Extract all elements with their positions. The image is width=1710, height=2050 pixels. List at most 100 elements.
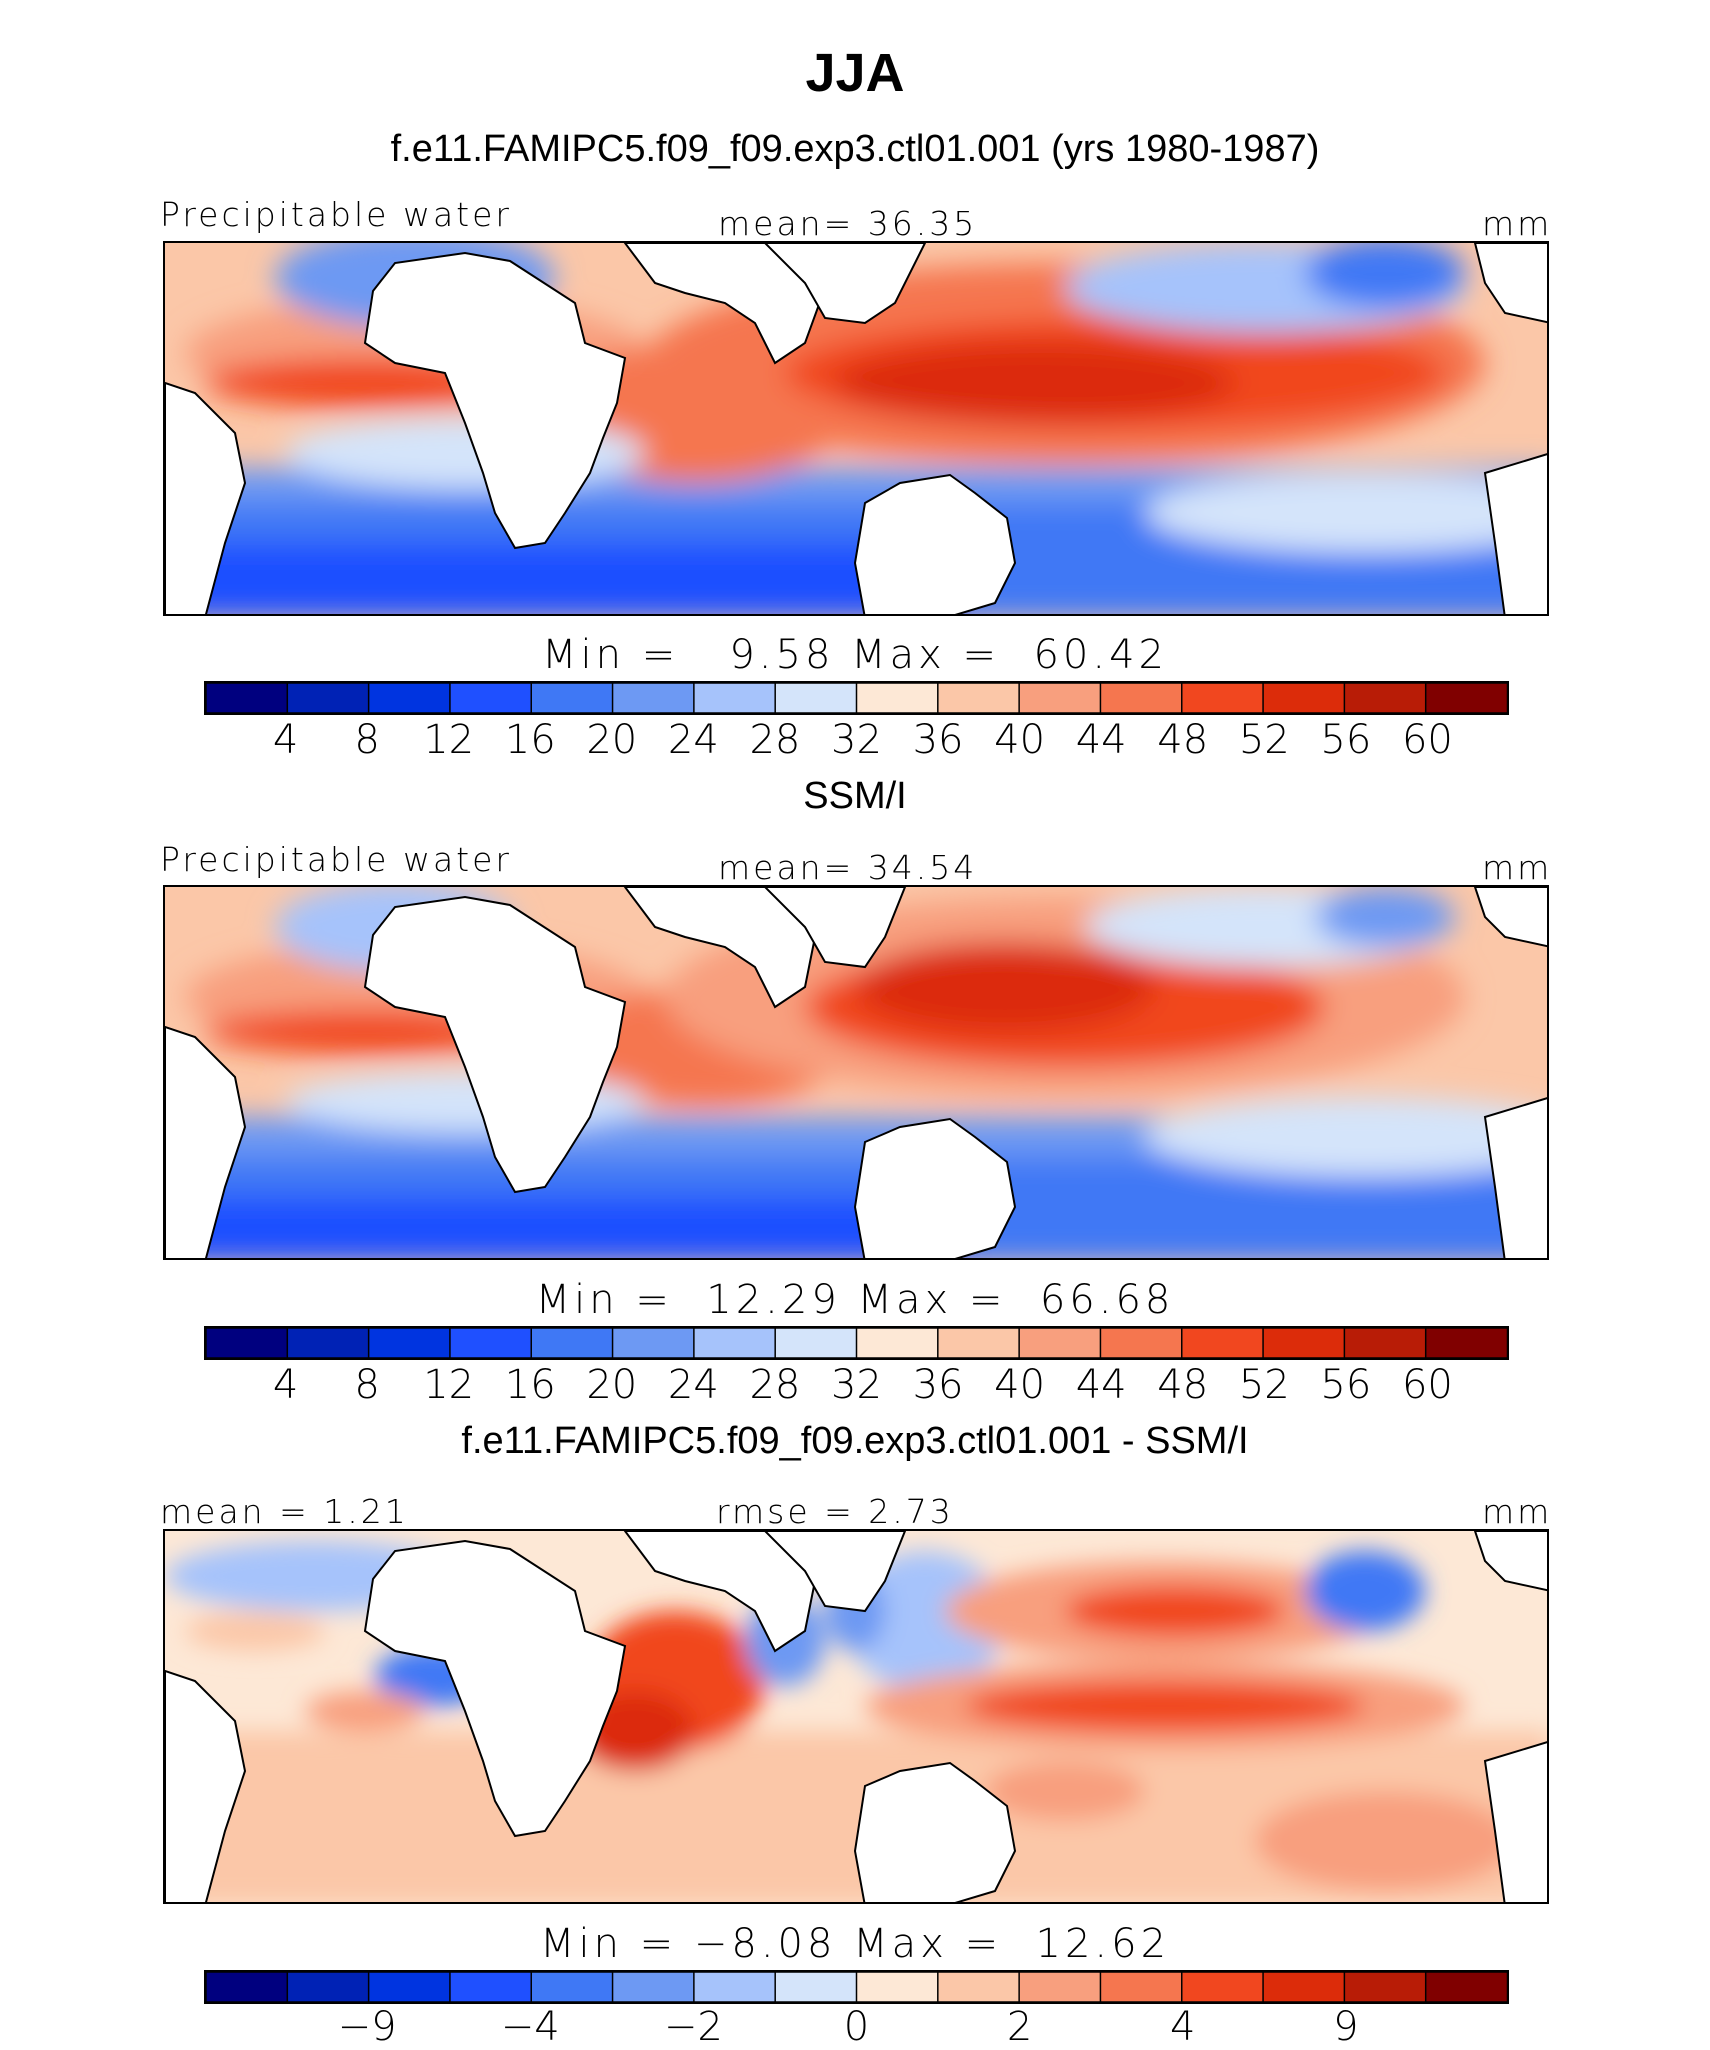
colorbar-swatch: [774, 682, 858, 714]
colorbar-swatch: [1424, 1327, 1509, 1359]
colorbar-tick-label: 4: [1170, 2004, 1196, 2050]
colorbar-swatch: [1343, 1327, 1427, 1359]
colorbar-swatch: [530, 1971, 614, 2003]
colorbar-swatch: [1262, 682, 1346, 714]
variable-label: Precipitable water: [160, 840, 512, 879]
colorbar-tick-label: 52: [1238, 1362, 1290, 1408]
colorbar-tick-label: 32: [831, 1362, 882, 1408]
colorbar-tick-label: 2: [1006, 2004, 1033, 2050]
colorbar-swatch: [611, 682, 696, 714]
colorbar-tick-label: 32: [831, 717, 882, 763]
colorbar-tick-label: 60: [1401, 717, 1453, 763]
colorbar-swatch: [1099, 1971, 1183, 2003]
colorbar-swatch: [286, 682, 370, 714]
colorbar-swatch: [1181, 1327, 1265, 1359]
colorbar-tick-label: 28: [749, 717, 801, 763]
panel-title: SSM/I: [803, 775, 907, 817]
colorbar-tick-label: 52: [1238, 717, 1290, 763]
units-label: mm: [1482, 204, 1553, 243]
colorbar-tick-label: 44: [1075, 717, 1127, 763]
colorbar-swatch: [286, 1327, 370, 1359]
mean-label: mean = 1.21: [160, 1492, 409, 1531]
colorbar-swatch: [530, 682, 614, 714]
colorbar-swatch: [449, 682, 533, 714]
colorbar-tick-label: 20: [586, 1362, 638, 1408]
colorbar-tick-label: 36: [912, 717, 964, 763]
colorbar: [204, 681, 1509, 715]
variable-label: Precipitable water: [160, 195, 512, 234]
precip-map: [163, 241, 1549, 616]
colorbar-ticks: 4 8 12 16 20 24 28 32 36 40 44 48 52 56 60: [0, 1362, 1710, 1408]
colorbar-swatch: [693, 1971, 777, 2003]
colorbar-swatch: [774, 1971, 858, 2003]
colorbar-swatch: [855, 682, 940, 714]
colorbar-swatch: [1018, 1327, 1102, 1359]
colorbar-swatch: [1424, 1971, 1509, 2003]
colorbar-tick-label: −9: [337, 2004, 397, 2050]
min-max-stats: Min = 9.58 Max = 60.42: [542, 632, 1168, 678]
colorbar-swatch: [1181, 682, 1265, 714]
colorbar-tick-label: 16: [504, 717, 556, 763]
colorbar-tick-label: 44: [1075, 1362, 1127, 1408]
colorbar-tick-label: 16: [504, 1362, 556, 1408]
mean-label: mean= 36.35: [718, 204, 978, 243]
colorbar-swatch: [855, 1327, 940, 1359]
colorbar-swatch: [693, 1327, 777, 1359]
colorbar-tick-label: 48: [1157, 1362, 1209, 1408]
colorbar-tick-label: 12: [423, 717, 475, 763]
colorbar-tick-label: 4: [272, 717, 299, 763]
colorbar-swatch: [611, 1327, 696, 1359]
colorbar-swatch: [367, 1327, 452, 1359]
colorbar-swatch: [1099, 682, 1183, 714]
colorbar-swatch: [205, 1971, 289, 2003]
colorbar-swatches: [205, 1327, 1509, 1359]
colorbar-swatch: [1181, 1971, 1265, 2003]
colorbar-tick-label: 8: [354, 717, 380, 763]
colorbar-ticks: −9 −4 −2 0 2 4 9: [0, 2004, 1710, 2050]
mean-label: mean= 34.54: [718, 848, 978, 887]
colorbar-swatch: [855, 1971, 940, 2003]
colorbar-swatch: [367, 1971, 452, 2003]
colorbar-tick-label: 24: [667, 717, 719, 763]
colorbar-swatch: [1018, 682, 1102, 714]
colorbar-swatch: [205, 682, 289, 714]
panel-title: f.e11.FAMIPC5.f09_f09.exp3.ctl01.001 - S…: [461, 1420, 1249, 1462]
colorbar-swatch: [937, 1327, 1021, 1359]
colorbar-swatch: [449, 1327, 533, 1359]
colorbar-swatch: [286, 1971, 370, 2003]
min-max-stats: Min = −8.08 Max = 12.62: [539, 1921, 1171, 1967]
colorbar-tick-label: 40: [994, 1362, 1046, 1408]
colorbar-swatches: [205, 682, 1509, 714]
colorbar-swatch: [449, 1971, 533, 2003]
colorbar-tick-label: 56: [1320, 717, 1372, 763]
colorbar-tick-label: 0: [843, 2004, 870, 2050]
main-title: JJA: [805, 43, 905, 103]
colorbar-ticks: 4 8 12 16 20 24 28 32 36 40 44 48 52 56 60: [0, 717, 1710, 763]
colorbar-tick-label: 8: [354, 1362, 380, 1408]
colorbar-tick-label: 28: [749, 1362, 801, 1408]
units-label: mm: [1482, 848, 1553, 887]
colorbar-swatch: [1018, 1971, 1102, 2003]
colorbar-swatch: [1099, 1327, 1183, 1359]
colorbar-tick-label: 40: [994, 717, 1046, 763]
colorbar-swatch: [530, 1327, 614, 1359]
colorbar-tick-label: 20: [586, 717, 638, 763]
colorbar-tick-label: 4: [272, 1362, 299, 1408]
colorbar-swatch: [937, 682, 1021, 714]
precip-map: [163, 885, 1549, 1260]
colorbar-swatch: [937, 1971, 1021, 2003]
colorbar: [204, 1970, 1509, 2004]
colorbar-swatch: [693, 682, 777, 714]
colorbar-tick-label: 60: [1401, 1362, 1453, 1408]
colorbar-tick-label: 12: [423, 1362, 475, 1408]
colorbar-tick-label: −2: [663, 2004, 723, 2050]
colorbar-swatch: [1343, 1971, 1427, 2003]
colorbar-tick-label: 9: [1333, 2004, 1359, 2050]
difference-map: [163, 1529, 1549, 1904]
colorbar-tick-label: 48: [1157, 717, 1209, 763]
colorbar-swatch: [1343, 682, 1427, 714]
colorbar: [204, 1326, 1509, 1360]
colorbar-tick-label: 36: [912, 1362, 964, 1408]
units-label: mm: [1482, 1492, 1553, 1531]
colorbar-tick-label: 24: [667, 1362, 719, 1408]
